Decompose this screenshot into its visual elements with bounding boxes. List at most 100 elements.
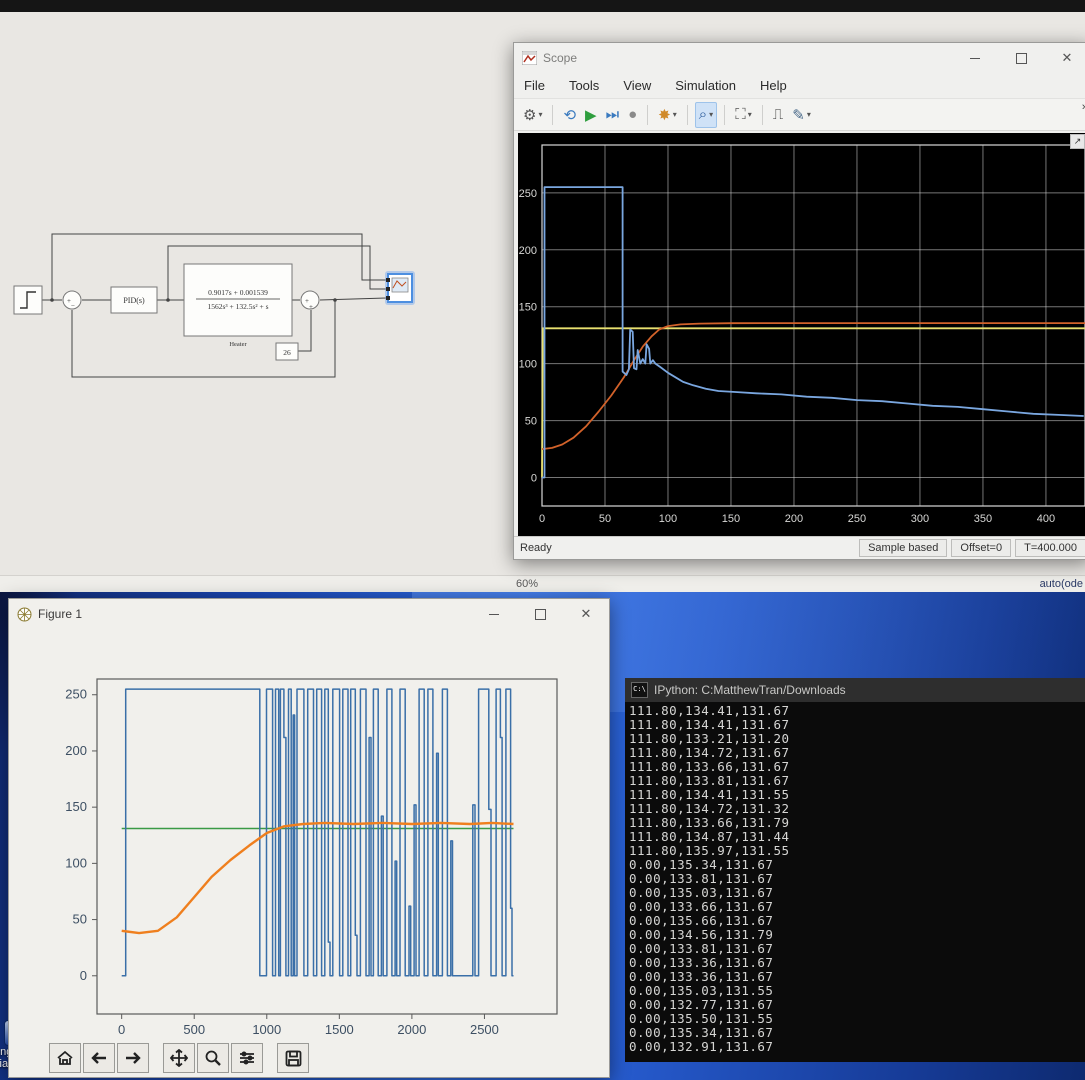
series-temperature xyxy=(121,821,514,935)
toolbar-separator xyxy=(761,104,763,125)
minimize-button[interactable] xyxy=(952,43,998,73)
terminal-line: 111.80,133.21,131.20 xyxy=(629,731,790,746)
svg-text:0: 0 xyxy=(531,473,537,485)
span-icon: ⛶ xyxy=(735,106,746,123)
block-diagram: + − PID(s) 0.9017s + 0.001539 1562s³ + 1… xyxy=(13,233,415,378)
menu-overflow-chevron[interactable]: » xyxy=(1082,101,1085,113)
menu-help[interactable]: Help xyxy=(759,78,787,93)
terminal-line: 111.80,134.72,131.67 xyxy=(629,745,790,760)
forward-button[interactable] xyxy=(117,1043,149,1073)
menu-tools[interactable]: Tools xyxy=(568,78,600,93)
canvas-zoom-level: 60% xyxy=(516,578,539,590)
menu-simulation[interactable]: Simulation xyxy=(675,78,736,93)
terminal-line: 0.00,133.36,131.67 xyxy=(629,955,774,970)
dropdown-arrow-icon[interactable]: ▾ xyxy=(538,110,543,119)
constant-block[interactable]: 26 xyxy=(275,342,299,361)
svg-text:0.9017s + 0.001539: 0.9017s + 0.001539 xyxy=(208,288,268,297)
terminal-line: 0.00,132.77,131.67 xyxy=(629,997,774,1012)
svg-text:150: 150 xyxy=(65,799,87,814)
figure-window-title: Figure 1 xyxy=(38,607,83,621)
terminal-line: 0.00,135.03,131.55 xyxy=(629,983,774,998)
step-block[interactable] xyxy=(13,285,43,315)
svg-text:200: 200 xyxy=(519,245,537,257)
terminal-line: 0.00,135.34,131.67 xyxy=(629,857,774,872)
matplotlib-chart: 0 500 1000 1500 2000 2500 0 50 100 150 200 250 xyxy=(65,678,558,1037)
span-icon[interactable]: ⛶ ▾ xyxy=(732,103,755,127)
svg-text:50: 50 xyxy=(525,416,537,428)
stepping-options-icon[interactable]: ✸ ▾ xyxy=(655,103,680,127)
svg-text:2000: 2000 xyxy=(397,1022,426,1037)
measurements-icon: ✎ xyxy=(792,106,805,124)
svg-text:0: 0 xyxy=(118,1022,125,1037)
subplot-config-button[interactable] xyxy=(231,1043,263,1073)
back-button[interactable] xyxy=(83,1043,115,1073)
terminal-line: 0.00,135.03,131.67 xyxy=(629,885,774,900)
step-back-icon[interactable]: ⟲ xyxy=(560,103,579,127)
zoom-icon[interactable]: ⌕ ▾ xyxy=(694,101,718,128)
matplotlib-icon xyxy=(17,607,32,621)
measurements-icon[interactable]: ✎ ▾ xyxy=(789,103,814,127)
step-forward-icon[interactable]: ⏭ xyxy=(603,103,623,127)
scope-block-selected[interactable] xyxy=(385,271,415,305)
sum-junction-1[interactable]: + − xyxy=(62,290,82,310)
menu-file[interactable]: File xyxy=(524,78,545,93)
svg-text:0: 0 xyxy=(539,513,545,525)
dropdown-arrow-icon[interactable]: ▾ xyxy=(672,110,677,119)
svg-text:250: 250 xyxy=(65,687,87,702)
terminal-line: 0.00,135.66,131.67 xyxy=(629,913,774,928)
zoom-button[interactable] xyxy=(197,1043,229,1073)
terminal-output[interactable]: 111.80,134.41,131.67 111.80,134.41,131.67… xyxy=(625,702,1085,1062)
terminal-line: 0.00,133.36,131.67 xyxy=(629,969,774,984)
terminal-line: 111.80,135.97,131.55 xyxy=(629,843,790,858)
svg-text:2500: 2500 xyxy=(470,1022,499,1037)
svg-text:1562s³ + 132.5s² + s: 1562s³ + 132.5s² + s xyxy=(207,302,268,311)
terminal-line: 0.00,133.81,131.67 xyxy=(629,871,774,886)
transfer-function-label: Heater xyxy=(229,341,247,348)
toolbar-separator xyxy=(552,104,554,125)
scope-app-icon xyxy=(522,51,537,65)
dropdown-arrow-icon[interactable]: ▾ xyxy=(747,110,752,119)
pid-controller-block[interactable]: PID(s) xyxy=(110,286,158,314)
svg-text:100: 100 xyxy=(519,359,537,371)
svg-text:100: 100 xyxy=(659,513,677,525)
pan-button[interactable] xyxy=(163,1043,195,1073)
minimize-button[interactable] xyxy=(471,599,517,629)
svg-text:50: 50 xyxy=(73,912,87,927)
scope-menubar: File Tools View Simulation Help xyxy=(514,73,1085,99)
dropdown-arrow-icon[interactable]: ▾ xyxy=(806,110,811,119)
expand-plot-button[interactable]: ↗ xyxy=(1070,134,1085,149)
maximize-button[interactable] xyxy=(998,43,1044,73)
stepping-options-icon: ✸ xyxy=(658,106,671,124)
stop-icon[interactable]: ● xyxy=(625,103,640,127)
svg-text:+: + xyxy=(309,303,313,311)
close-button[interactable]: ✕ xyxy=(1061,50,1073,65)
trigger-icon[interactable]: ⎍ xyxy=(770,103,787,127)
run-icon[interactable]: ▶ xyxy=(582,103,600,127)
transfer-function-block[interactable]: 0.9017s + 0.001539 1562s³ + 132.5s² + s … xyxy=(183,263,293,348)
terminal-titlebar[interactable]: C:\ IPython: C:MatthewTran/Downloads xyxy=(625,678,1085,702)
figure-canvas: 0 500 1000 1500 2000 2500 0 50 100 150 200 250 xyxy=(9,629,609,1037)
sum-junction-2[interactable]: + + xyxy=(300,290,320,311)
home-button[interactable] xyxy=(49,1043,81,1073)
scope-status-cell: Offset=0 xyxy=(951,539,1012,557)
svg-text:1000: 1000 xyxy=(252,1022,281,1037)
svg-text:250: 250 xyxy=(848,513,866,525)
terminal-line: 0.00,132.91,131.67 xyxy=(629,1039,774,1054)
maximize-button[interactable] xyxy=(517,599,563,629)
svg-text:150: 150 xyxy=(519,302,537,314)
gear-icon[interactable]: ⚙ ▾ xyxy=(520,103,545,127)
menu-view[interactable]: View xyxy=(623,78,652,93)
svg-text:200: 200 xyxy=(785,513,803,525)
close-button[interactable]: ✕ xyxy=(580,606,592,621)
dropdown-arrow-icon[interactable]: ▾ xyxy=(709,110,714,119)
solver-indicator[interactable]: auto(ode xyxy=(1039,578,1083,590)
terminal-line: 111.80,133.66,131.79 xyxy=(629,815,790,830)
gear-icon: ⚙ xyxy=(523,106,537,124)
scope-titlebar[interactable]: Scope ✕ xyxy=(514,43,1085,73)
save-button[interactable] xyxy=(277,1043,309,1073)
scope-window-title: Scope xyxy=(543,51,578,65)
svg-text:300: 300 xyxy=(911,513,929,525)
figure-titlebar[interactable]: Figure 1 ✕ xyxy=(9,599,609,629)
